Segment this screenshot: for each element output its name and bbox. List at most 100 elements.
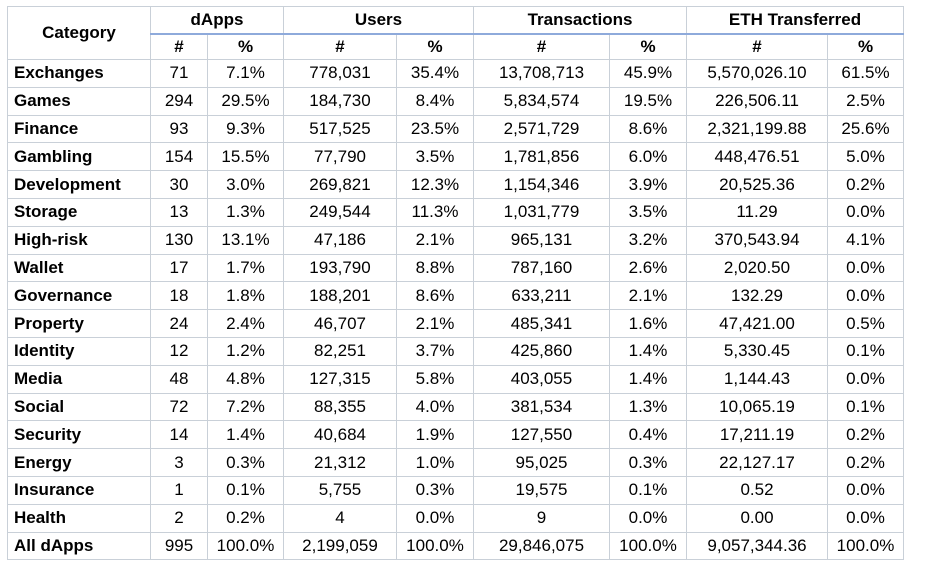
- cell-transactions-percent: 0.3%: [609, 448, 687, 477]
- table-row: Storage 13 1.3% 249,544 11.3% 1,031,779 3.5% 11…: [7, 197, 904, 227]
- cell-eth-count: 448,476.51: [686, 142, 828, 172]
- cell-transactions-percent: 19.5%: [609, 86, 687, 116]
- cell-dapps-percent: 0.1%: [207, 475, 284, 505]
- cell-dapps-percent: 0.3%: [207, 448, 284, 477]
- table-row: Development 30 3.0% 269,821 12.3% 1,154,346 3.…: [7, 170, 904, 199]
- cell-transactions-count: 2,571,729: [473, 114, 610, 144]
- cell-eth-percent: 0.2%: [827, 420, 904, 450]
- cell-dapps-count: 294: [150, 86, 208, 116]
- cell-dapps-count: 18: [150, 281, 208, 311]
- subheader-transactions-percent: %: [609, 33, 687, 60]
- cell-dapps-percent: 29.5%: [207, 86, 284, 116]
- cell-dapps-percent: 100.0%: [207, 531, 284, 561]
- subheader-eth-count: #: [686, 33, 828, 60]
- cell-dapps-percent: 1.4%: [207, 420, 284, 450]
- cell-transactions-count: 425,860: [473, 336, 610, 366]
- cell-transactions-percent: 100.0%: [609, 531, 687, 561]
- cell-dapps-percent: 1.8%: [207, 281, 284, 311]
- table-row: Property 24 2.4% 46,707 2.1% 485,341 1.6% 47,42…: [7, 309, 904, 338]
- cell-users-count: 778,031: [283, 59, 397, 88]
- subheader-users-percent: %: [396, 33, 474, 60]
- cell-dapps-percent: 15.5%: [207, 142, 284, 172]
- cell-users-percent: 3.5%: [396, 142, 474, 172]
- cell-users-count: 5,755: [283, 475, 397, 505]
- table-row: Health 2 0.2% 4 0.0% 9 0.0% 0.00 0.0%: [7, 503, 904, 533]
- cell-eth-count: 2,321,199.88: [686, 114, 828, 144]
- cell-dapps-count: 13: [150, 197, 208, 227]
- cell-users-percent: 4.0%: [396, 392, 474, 422]
- table-row: Finance 93 9.3% 517,525 23.5% 2,571,729 8.6% 2,…: [7, 114, 904, 144]
- cell-users-count: 517,525: [283, 114, 397, 144]
- cell-eth-percent: 0.0%: [827, 253, 904, 283]
- cell-eth-percent: 0.0%: [827, 281, 904, 311]
- cell-users-count: 88,355: [283, 392, 397, 422]
- row-category: Wallet: [7, 253, 151, 283]
- cell-dapps-count: 24: [150, 309, 208, 338]
- cell-dapps-percent: 9.3%: [207, 114, 284, 144]
- cell-eth-percent: 25.6%: [827, 114, 904, 144]
- cell-users-percent: 2.1%: [396, 309, 474, 338]
- category-header: Category: [7, 6, 151, 60]
- cell-eth-count: 370,543.94: [686, 225, 828, 255]
- cell-eth-percent: 0.0%: [827, 197, 904, 227]
- cell-users-percent: 35.4%: [396, 59, 474, 88]
- cell-eth-percent: 0.1%: [827, 336, 904, 366]
- row-category: Security: [7, 420, 151, 450]
- cell-transactions-count: 9: [473, 503, 610, 533]
- cell-eth-count: 5,330.45: [686, 336, 828, 366]
- cell-transactions-count: 787,160: [473, 253, 610, 283]
- cell-users-percent: 8.4%: [396, 86, 474, 116]
- cell-dapps-count: 12: [150, 336, 208, 366]
- cell-users-count: 184,730: [283, 86, 397, 116]
- cell-users-count: 21,312: [283, 448, 397, 477]
- cell-dapps-count: 14: [150, 420, 208, 450]
- cell-eth-percent: 0.0%: [827, 503, 904, 533]
- cell-dapps-count: 130: [150, 225, 208, 255]
- table-body: Exchanges 71 7.1% 778,031 35.4% 13,708,713 45.…: [7, 59, 904, 561]
- cell-eth-count: 11.29: [686, 197, 828, 227]
- cell-dapps-count: 2: [150, 503, 208, 533]
- row-category: Media: [7, 364, 151, 394]
- cell-eth-percent: 4.1%: [827, 225, 904, 255]
- subheader-users-count: #: [283, 33, 397, 60]
- cell-transactions-count: 19,575: [473, 475, 610, 505]
- cell-eth-count: 47,421.00: [686, 309, 828, 338]
- cell-users-count: 82,251: [283, 336, 397, 366]
- cell-users-percent: 23.5%: [396, 114, 474, 144]
- cell-users-percent: 100.0%: [396, 531, 474, 561]
- cell-eth-count: 0.52: [686, 475, 828, 505]
- cell-dapps-percent: 7.1%: [207, 59, 284, 88]
- group-header-dapps: dApps: [150, 6, 284, 35]
- cell-transactions-count: 5,834,574: [473, 86, 610, 116]
- cell-dapps-count: 48: [150, 364, 208, 394]
- cell-transactions-percent: 0.0%: [609, 503, 687, 533]
- cell-users-count: 127,315: [283, 364, 397, 394]
- cell-eth-count: 20,525.36: [686, 170, 828, 199]
- table-row: All dApps 995 100.0% 2,199,059 100.0% 29,846,…: [7, 531, 904, 561]
- cell-dapps-count: 72: [150, 392, 208, 422]
- cell-users-percent: 8.6%: [396, 281, 474, 311]
- table-row: Energy 3 0.3% 21,312 1.0% 95,025 0.3% 22,127.17…: [7, 448, 904, 477]
- cell-transactions-count: 403,055: [473, 364, 610, 394]
- cell-users-percent: 1.9%: [396, 420, 474, 450]
- table-row: Gambling 154 15.5% 77,790 3.5% 1,781,856 6.0% 4…: [7, 142, 904, 172]
- table-row: High-risk 130 13.1% 47,186 2.1% 965,131 3.2% 37…: [7, 225, 904, 255]
- cell-users-percent: 12.3%: [396, 170, 474, 199]
- cell-transactions-percent: 1.3%: [609, 392, 687, 422]
- cell-transactions-percent: 2.6%: [609, 253, 687, 283]
- cell-dapps-percent: 7.2%: [207, 392, 284, 422]
- table-row: Exchanges 71 7.1% 778,031 35.4% 13,708,713 45.…: [7, 59, 904, 88]
- group-header-transactions: Transactions: [473, 6, 687, 35]
- cell-transactions-count: 1,781,856: [473, 142, 610, 172]
- cell-transactions-count: 29,846,075: [473, 531, 610, 561]
- cell-eth-percent: 0.0%: [827, 475, 904, 505]
- subheader-dapps-percent: %: [207, 33, 284, 60]
- cell-users-count: 77,790: [283, 142, 397, 172]
- subheader-dapps-count: #: [150, 33, 208, 60]
- cell-transactions-count: 95,025: [473, 448, 610, 477]
- cell-dapps-count: 30: [150, 170, 208, 199]
- row-category: Social: [7, 392, 151, 422]
- cell-eth-percent: 61.5%: [827, 59, 904, 88]
- cell-transactions-count: 485,341: [473, 309, 610, 338]
- cell-dapps-percent: 1.2%: [207, 336, 284, 366]
